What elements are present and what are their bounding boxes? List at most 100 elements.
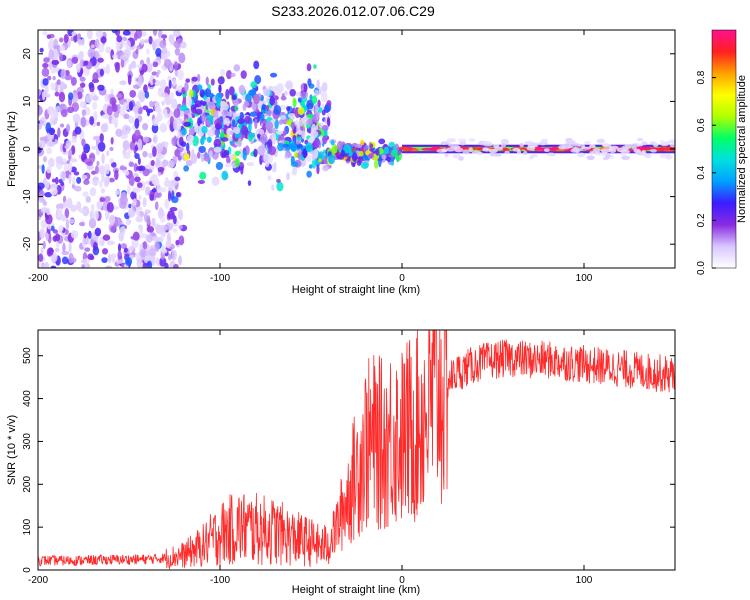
- spectrogram-cell: [482, 147, 491, 152]
- y-tick-label: 20: [22, 48, 33, 60]
- spectrogram-cell: [132, 198, 137, 206]
- spectrogram-cell: [266, 104, 270, 112]
- spectrogram-cell: [237, 118, 245, 125]
- spectrogram-cell: [76, 63, 81, 73]
- spectrogram-cell: [128, 161, 135, 167]
- spectrogram-cell: [137, 157, 141, 165]
- spectrogram-cell: [302, 148, 308, 159]
- spectrogram-cell: [493, 153, 502, 157]
- spectrogram-cell: [79, 58, 84, 70]
- spectrogram-cell: [602, 143, 612, 148]
- spectrogram-cell: [148, 248, 157, 256]
- spectrogram-cell: [631, 145, 637, 151]
- spectrogram-cell: [38, 140, 46, 149]
- spectrogram-cell: [183, 109, 191, 115]
- spectrogram-cell: [38, 105, 43, 116]
- spectrogram-y-ticks: -20 -10 0 10 20: [22, 48, 675, 251]
- spectrogram-cell: [183, 153, 190, 161]
- spectrogram-cell: [621, 155, 631, 160]
- spectrogram-cell: [93, 110, 98, 122]
- spectrogram-cell: [273, 161, 277, 173]
- spectrogram-cell: [50, 82, 56, 91]
- spectrogram-cell: [88, 218, 97, 229]
- spectrogram-cell: [168, 79, 172, 89]
- spectrogram-cell: [57, 127, 61, 138]
- spectrogram-cell: [83, 179, 90, 186]
- spectrogram-cell: [140, 31, 147, 37]
- spectrogram-cell: [51, 59, 60, 66]
- spectrogram-cell: [136, 165, 144, 172]
- spectrogram-cell: [140, 233, 148, 239]
- spectrogram-cell: [207, 101, 216, 110]
- spectrogram-cell: [111, 30, 118, 34]
- spectrogram-cell: [91, 95, 99, 101]
- spectrogram-cell: [90, 204, 95, 211]
- spectrogram-cell: [355, 143, 363, 149]
- spectrogram-cell: [477, 151, 483, 156]
- spectrogram-cell: [263, 88, 271, 97]
- spectrogram-cell: [170, 98, 178, 110]
- spectrogram-cell: [259, 133, 268, 144]
- spectrogram-cell: [70, 36, 75, 42]
- colorbar-tick-label: 0.6: [696, 118, 707, 132]
- spectrogram-cell: [567, 144, 574, 149]
- spectrogram-cell: [316, 79, 320, 90]
- spectrogram-cell: [79, 100, 86, 109]
- spectrogram-cell: [48, 48, 55, 60]
- spectrogram-cell: [278, 119, 283, 125]
- spectrogram-cell: [141, 63, 148, 73]
- spectrogram-cell: [112, 54, 119, 59]
- spectrogram-cell: [48, 141, 55, 147]
- spectrogram-cell: [317, 99, 321, 108]
- spectrogram-cell: [108, 177, 115, 183]
- spectrogram-cell: [230, 72, 236, 78]
- spectrogram-cell: [173, 263, 179, 268]
- spectrogram-cell: [38, 190, 45, 198]
- spectrogram-cell: [184, 81, 189, 93]
- spectrogram-cell: [390, 161, 395, 166]
- spectrogram-cell: [155, 257, 160, 266]
- spectrogram-cell: [462, 149, 470, 155]
- spectrogram-cell: [369, 143, 374, 149]
- spectrogram-cell: [110, 225, 116, 233]
- colorbar-ticks: 0.0 0.2 0.4 0.6 0.8: [696, 70, 716, 275]
- spectrogram-cell: [295, 91, 302, 97]
- spectrogram-cell: [121, 124, 130, 135]
- spectrogram-cell: [253, 148, 258, 158]
- spectrogram-cell: [140, 38, 145, 45]
- spectrogram-cell: [138, 224, 143, 230]
- spectrogram-cell: [94, 165, 99, 175]
- chart-title: S233.2026.012.07.06.C29: [271, 3, 435, 19]
- spectrogram-cell: [227, 136, 233, 142]
- spectrogram-cell: [134, 176, 141, 183]
- spectrogram-cell: [173, 215, 177, 225]
- spectrogram-cell: [162, 159, 169, 167]
- spectrogram-cell: [87, 230, 92, 239]
- spectrogram-cell: [274, 118, 279, 130]
- spectrogram-cell: [132, 173, 139, 178]
- spectrogram-cell: [196, 84, 203, 91]
- spectrogram-cell: [180, 41, 187, 49]
- spectrogram-cell: [47, 75, 52, 81]
- spectrogram-cell: [221, 170, 229, 181]
- spectrogram-cell: [183, 121, 192, 127]
- spectrogram-cell: [125, 170, 130, 176]
- spectrogram-cell: [128, 115, 135, 124]
- spectrogram-cell: [286, 106, 291, 111]
- spectrogram-cell: [61, 214, 67, 222]
- spectrogram-cell: [605, 153, 612, 158]
- colorbar-tick-label: 0.8: [696, 70, 707, 84]
- spectrogram-cell: [306, 99, 314, 110]
- spectrogram-cell: [177, 209, 184, 221]
- spectrogram-cell: [271, 85, 279, 91]
- spectrogram-cell: [257, 145, 266, 156]
- spectrogram-cell: [39, 136, 48, 142]
- spectrogram-cell: [40, 264, 46, 268]
- spectrogram-cell: [273, 105, 282, 116]
- spectrogram-cell: [188, 89, 194, 98]
- spectrogram-cell: [111, 117, 119, 125]
- spectrogram-cell: [234, 158, 240, 168]
- spectrogram-cell: [549, 152, 556, 157]
- spectrogram-cell: [44, 191, 53, 198]
- spectrogram-cell: [127, 208, 136, 218]
